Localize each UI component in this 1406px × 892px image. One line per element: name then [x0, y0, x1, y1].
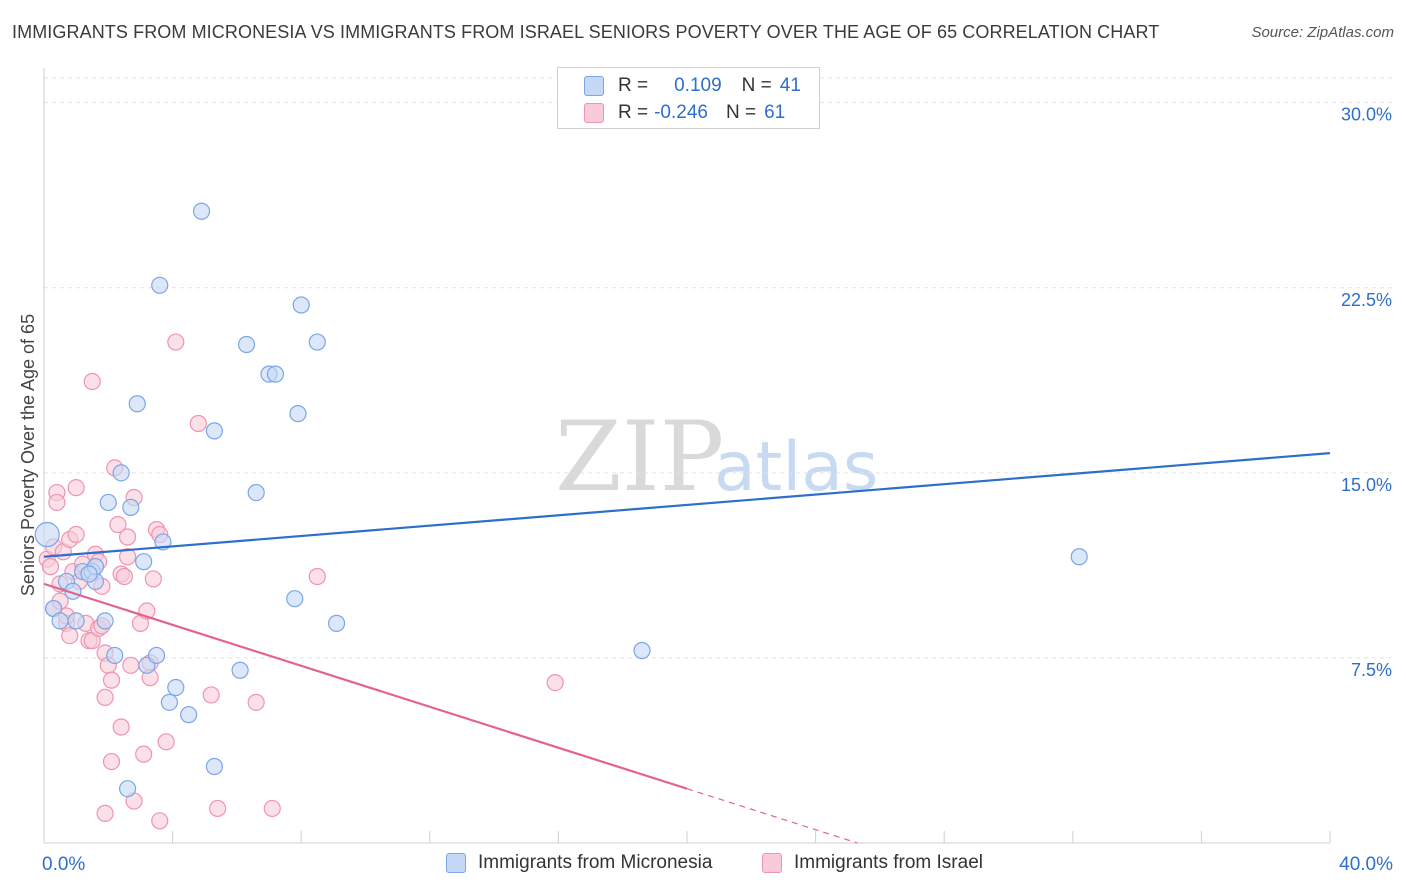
- micronesia-point: [327, 614, 346, 632]
- micronesia-point: [192, 202, 211, 220]
- micronesia-swatch-icon: [584, 76, 604, 96]
- x-tick-label-min: 0.0%: [42, 854, 85, 875]
- micronesia-point: [237, 335, 256, 354]
- israel-legend-icon: [762, 853, 782, 873]
- israel-point: [157, 733, 175, 751]
- micronesia-point: [122, 498, 140, 516]
- israel-point: [209, 799, 227, 818]
- stats-row-israel: R = -0.246 N = 61: [584, 100, 785, 126]
- micronesia-point: [286, 590, 304, 608]
- israel-point: [167, 333, 185, 351]
- israel-point: [115, 567, 133, 586]
- israel-point: [263, 799, 281, 818]
- micronesia-point: [128, 395, 146, 413]
- stats-legend: R = 0.109 N = 41 R = -0.246 N = 61: [557, 67, 820, 129]
- micronesia-trend-line: [43, 452, 1331, 558]
- y-tick-label: 15.0%: [1341, 475, 1392, 495]
- bottom-legend: Immigrants from Micronesia Immigrants fr…: [0, 852, 1406, 878]
- micronesia-legend-icon: [446, 853, 466, 873]
- watermark-atlas: atlas: [714, 428, 878, 507]
- israel-point: [202, 686, 220, 704]
- micronesia-point: [633, 641, 651, 660]
- micronesia-point: [96, 612, 114, 630]
- israel-point: [308, 567, 326, 586]
- israel-point: [122, 656, 140, 674]
- source-label: Source: ZipAtlas.com: [1251, 24, 1394, 41]
- israel-trend-line: [43, 582, 688, 790]
- israel-point: [48, 493, 66, 512]
- micronesia-point: [135, 553, 153, 571]
- micronesia-point: [151, 276, 169, 294]
- israel-point: [112, 718, 130, 736]
- micronesia-point: [112, 464, 130, 482]
- israel-point: [144, 570, 162, 588]
- n-label: N =: [741, 75, 772, 96]
- israel-point: [102, 752, 121, 771]
- x-tick-label-max: 40.0%: [1339, 854, 1393, 875]
- y-tick-label: 22.5%: [1341, 290, 1392, 310]
- micronesia-point: [118, 780, 137, 798]
- israel-point: [247, 693, 265, 711]
- israel-point: [135, 745, 153, 763]
- n-label: N =: [725, 102, 757, 123]
- israel-point: [151, 812, 169, 830]
- micronesia-point: [247, 483, 265, 502]
- y-tick-label: 7.5%: [1351, 660, 1392, 680]
- r-value: -0.246: [654, 102, 708, 123]
- micronesia-point: [266, 365, 285, 383]
- r-label: R =: [618, 102, 649, 123]
- micronesia-point: [231, 661, 249, 679]
- watermark-zip: ZIP: [555, 401, 724, 513]
- micronesia-point: [99, 493, 117, 512]
- israel-point: [83, 372, 101, 391]
- legend-item-israel: Immigrants from Israel: [762, 852, 983, 874]
- israel-point: [96, 804, 114, 822]
- micronesia-point: [205, 757, 223, 776]
- stats-row-micronesia: R = 0.109 N = 41: [584, 73, 801, 99]
- israel-swatch-icon: [584, 103, 604, 123]
- israel-point: [118, 528, 137, 546]
- israel-point: [118, 548, 137, 566]
- legend-label-micronesia: Immigrants from Micronesia: [478, 852, 713, 873]
- israel-trend-extension: [686, 788, 858, 844]
- micronesia-point: [167, 678, 185, 697]
- israel-point: [96, 688, 114, 707]
- micronesia-point: [1070, 548, 1088, 566]
- micronesia-point: [160, 693, 178, 711]
- r-value: 0.109: [674, 75, 722, 96]
- legend-item-micronesia: Immigrants from Micronesia: [446, 852, 712, 874]
- micronesia-point: [67, 612, 85, 630]
- y-tick-label: 30.0%: [1341, 105, 1392, 125]
- israel-point: [109, 516, 127, 534]
- micronesia-point: [147, 646, 166, 665]
- micronesia-point: [289, 405, 307, 423]
- n-value: 41: [779, 75, 801, 96]
- israel-point: [189, 414, 207, 433]
- israel-point: [61, 627, 79, 645]
- israel-point: [546, 673, 564, 692]
- r-label: R =: [618, 75, 649, 96]
- micronesia-point: [205, 422, 223, 440]
- chart-title: IMMIGRANTS FROM MICRONESIA VS IMMIGRANTS…: [12, 22, 1160, 42]
- israel-point: [67, 479, 85, 497]
- micronesia-point: [180, 706, 198, 724]
- micronesia-point: [34, 521, 60, 548]
- israel-point: [102, 671, 121, 689]
- micronesia-point: [106, 646, 124, 665]
- n-value: 61: [764, 102, 786, 123]
- israel-point: [67, 525, 85, 544]
- micronesia-point: [308, 333, 326, 351]
- micronesia-point: [292, 296, 310, 314]
- micronesia-point: [80, 565, 98, 583]
- israel-point: [41, 558, 60, 576]
- y-axis-label: Seniors Poverty Over the Age of 65: [18, 314, 38, 596]
- legend-label-israel: Immigrants from Israel: [794, 852, 983, 873]
- micronesia-point: [51, 612, 69, 630]
